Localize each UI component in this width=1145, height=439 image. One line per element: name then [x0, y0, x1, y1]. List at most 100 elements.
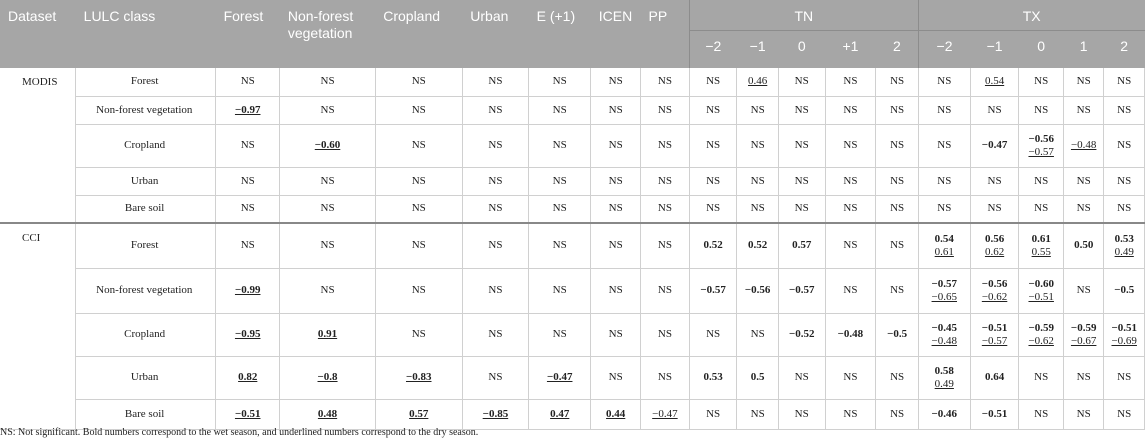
value-text: NS [488, 75, 503, 88]
value-cell: −0.59 −0.67 [1063, 313, 1105, 357]
value-cell: −0.95 [215, 313, 281, 357]
value-cell: 0.53 0.49 [1103, 222, 1145, 269]
value-cell: NS [918, 68, 971, 97]
dataset-cell: CCI [0, 222, 77, 430]
value-text: NS [411, 239, 426, 252]
value-cell: NS [875, 195, 919, 224]
value-text: 0.53 [703, 371, 723, 383]
value-cell: NS [825, 356, 877, 400]
lulc-class-cell: Cropland [75, 124, 217, 168]
value-cell: −0.97 [215, 96, 281, 125]
value-cell: NS [778, 356, 826, 400]
value-cell: NS [1063, 195, 1105, 224]
value-text: NS [706, 202, 721, 215]
value-cell: NS [215, 195, 281, 224]
value-text: NS [320, 239, 335, 252]
value-cell: NS [640, 96, 690, 125]
value-cell: −0.57 −0.65 [918, 268, 971, 314]
lulc-class-cell: Bare soil [75, 399, 217, 430]
value-cell: 0.52 [689, 222, 738, 269]
value-cell: −0.47 [640, 399, 690, 430]
value-cell: −0.59 −0.62 [1018, 313, 1064, 357]
value-text: −0.51 [234, 407, 261, 420]
value-cell: NS [528, 195, 592, 224]
value-text: NS [608, 371, 623, 383]
value-cell: NS [918, 167, 971, 196]
value-text: NS [890, 103, 905, 116]
value-cell: −0.60 −0.51 [1018, 268, 1064, 314]
value-cell: NS [875, 268, 919, 314]
value-cell: −0.47 [970, 124, 1020, 168]
header-tx-lag: 0 [1018, 29, 1064, 68]
value-text: NS [608, 202, 623, 215]
value-text: NS [1117, 75, 1132, 88]
value-cell: NS [375, 222, 463, 269]
value-text: −0.59 [1070, 321, 1097, 334]
value-text: NS [411, 103, 426, 116]
value-cell: NS [736, 124, 779, 168]
table-row: Non-forest vegetation −0.97 NS NS NS NS NS NS NS… [0, 96, 1145, 125]
value-cell: −0.52 [778, 313, 826, 357]
value-text: 0.54 [984, 75, 1005, 88]
value-text: NS [987, 202, 1002, 215]
header-e: E (+1) [528, 0, 591, 68]
value-text: NS [411, 174, 426, 187]
value-cell: NS [1063, 167, 1105, 196]
value-cell: NS [825, 399, 877, 430]
value-cell: NS [918, 195, 971, 224]
value-cell: NS [825, 96, 877, 125]
value-text: 0.64 [984, 371, 1005, 383]
value-cell: NS [689, 68, 738, 97]
value-cell: 0.46 [736, 68, 779, 97]
value-cell: 0.61 0.55 [1018, 222, 1064, 269]
value-text: NS [706, 174, 721, 187]
value-cell: −0.45 −0.48 [918, 313, 971, 357]
value-text: NS [1076, 174, 1091, 187]
value-text: NS [750, 202, 765, 215]
value-cell: −0.5 [1103, 268, 1145, 314]
value-text: NS [843, 407, 858, 420]
header-tx-lag: 1 [1063, 29, 1104, 68]
value-text: NS [843, 139, 858, 151]
value-text: NS [240, 239, 255, 252]
value-cell: 0.48 [279, 399, 376, 430]
value-cell: NS [918, 96, 971, 125]
value-text: NS [552, 139, 567, 151]
value-cell: NS [825, 68, 877, 97]
value-text: NS [552, 284, 567, 296]
value-cell: NS [640, 268, 690, 314]
value-text: 0.49 [934, 377, 954, 390]
value-text: −0.60 [1028, 277, 1054, 290]
header-tn: TN [688, 0, 919, 30]
value-cell: 0.82 [215, 356, 281, 400]
value-cell: NS [825, 268, 877, 314]
lulc-class-cell: Forest [75, 222, 217, 269]
value-cell: NS [590, 195, 642, 224]
value-cell: NS [590, 222, 642, 269]
value-text: NS [1076, 202, 1091, 215]
value-cell: NS [825, 124, 877, 168]
value-text: −0.67 [1070, 334, 1097, 347]
value-cell: NS [640, 68, 690, 97]
value-cell: NS [528, 222, 592, 269]
value-text: 0.52 [748, 239, 768, 252]
value-text: NS [608, 139, 623, 151]
value-cell: NS [1103, 195, 1145, 224]
lulc-class-cell: Urban [75, 167, 217, 196]
value-text: NS [706, 103, 721, 116]
header-forest: Forest [215, 0, 280, 68]
value-text: 0.46 [748, 75, 768, 88]
value-cell: 0.57 [778, 222, 826, 269]
value-text: NS [1117, 407, 1132, 420]
value-text: 0.53 [1114, 232, 1134, 245]
table-row: MODIS Forest NS NS NS NS NS NS NS NS 0.46 NS NS NS NS 0… [0, 68, 1145, 224]
value-cell: NS [778, 96, 826, 125]
header-non-forest-vegetation: Non-forest vegetation [279, 0, 376, 68]
value-cell: NS [279, 167, 376, 196]
table-row: Cropland NS −0.60 NS NS NS NS NS NS NS NS NS NS NS −0.… [0, 124, 1145, 168]
value-text: −0.57 [981, 334, 1008, 347]
value-text: NS [411, 284, 426, 296]
header-tx-lag: 2 [1103, 29, 1145, 68]
value-cell: NS [462, 96, 530, 125]
value-text: NS [1076, 103, 1091, 116]
